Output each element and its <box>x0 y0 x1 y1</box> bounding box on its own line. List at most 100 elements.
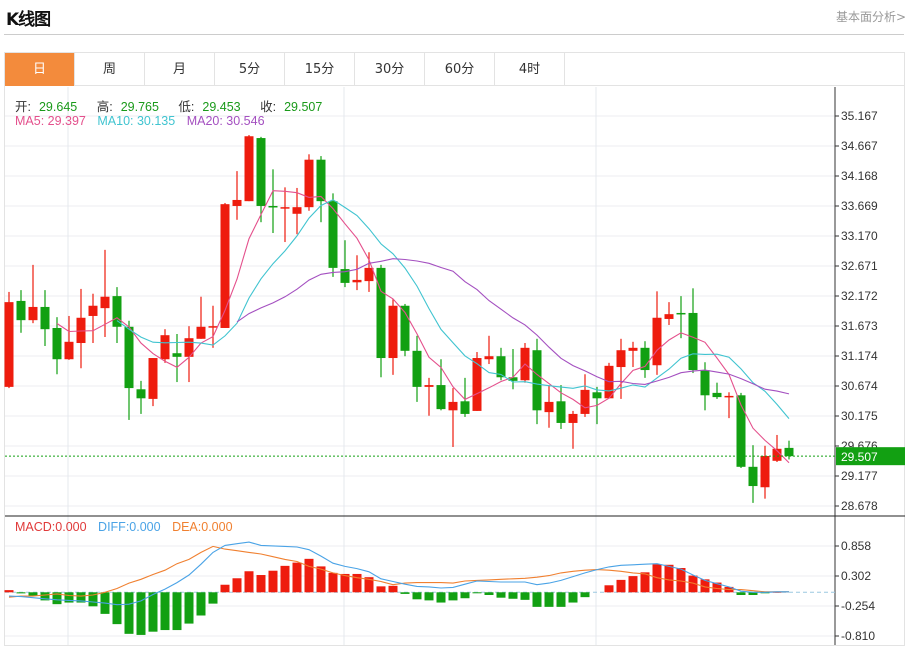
macd-tick-label: 0.302 <box>841 569 871 583</box>
candle-body <box>256 138 266 206</box>
candle-body <box>52 327 62 360</box>
candle-body <box>580 389 590 414</box>
macd-bar <box>184 592 194 624</box>
candle-body <box>76 317 86 344</box>
page-title: K线图 <box>6 10 51 30</box>
price-tick-label: 30.175 <box>841 409 878 423</box>
open-value: 29.645 <box>38 100 78 114</box>
price-tick-label: 34.168 <box>841 169 878 183</box>
macd-bar <box>400 592 410 594</box>
candle-body <box>148 358 158 399</box>
candle <box>184 326 194 383</box>
candle <box>460 377 470 417</box>
candle <box>664 302 674 325</box>
macd-bar <box>268 570 278 593</box>
ma-legend: MA5: 29.397 MA10: 30.135 MA20: 30.546 <box>15 114 273 128</box>
macd-bar <box>700 579 710 593</box>
candle-body <box>568 413 578 423</box>
tab-60min[interactable]: 60分 <box>425 53 495 86</box>
candle-body <box>136 389 146 399</box>
candle-body <box>160 335 170 360</box>
candle-body <box>772 448 782 461</box>
candle <box>520 343 530 383</box>
macd-bar <box>484 592 494 595</box>
candle <box>484 335 494 365</box>
macd-bar <box>112 592 122 625</box>
candle <box>16 290 26 333</box>
candle <box>544 385 554 428</box>
candle-body <box>196 326 206 339</box>
macd-bar <box>172 592 182 631</box>
candle-body <box>448 401 458 411</box>
candle <box>700 362 710 411</box>
low-value: 29.453 <box>202 100 241 114</box>
candle <box>340 240 350 288</box>
macd-bar <box>40 592 50 601</box>
macd-bar <box>604 585 614 593</box>
candle <box>580 374 590 417</box>
tab-month[interactable]: 月 <box>145 53 215 86</box>
candle-body <box>784 447 794 457</box>
candle <box>628 341 638 368</box>
candle-body <box>328 201 338 268</box>
macd-bar <box>52 592 62 605</box>
candle-body <box>736 395 746 467</box>
candle <box>292 187 302 235</box>
candle-body <box>748 466 758 487</box>
candle <box>748 445 758 503</box>
candle-body <box>280 207 290 209</box>
candle-body <box>376 267 386 359</box>
macd-tick-label: 0.858 <box>841 539 871 553</box>
macd-bar <box>616 579 626 593</box>
macd-bar <box>196 592 206 616</box>
candle-body <box>400 305 410 351</box>
candle-body <box>640 347 650 371</box>
candle <box>532 338 542 425</box>
macd-bar <box>244 571 254 593</box>
macd-bar <box>472 592 482 594</box>
candle <box>508 349 518 390</box>
candle-body <box>112 296 122 327</box>
macd-bar <box>364 577 374 593</box>
tab-4hour[interactable]: 4时 <box>495 53 565 86</box>
ma5-line <box>56 190 790 464</box>
price-tick-label: 34.667 <box>841 139 878 153</box>
candle-body <box>484 356 494 360</box>
candle <box>196 296 206 339</box>
tab-day[interactable]: 日 <box>5 53 75 86</box>
candle-body <box>124 326 134 389</box>
tab-30min[interactable]: 30分 <box>355 53 425 86</box>
macd-bar <box>328 572 338 593</box>
divider <box>4 34 904 35</box>
ma10-legend: MA10: 30.135 <box>97 114 176 128</box>
candle-body <box>556 401 566 423</box>
tab-15min[interactable]: 15分 <box>285 53 355 86</box>
candle <box>328 193 338 277</box>
candle <box>388 299 398 375</box>
macd-bar <box>544 592 554 607</box>
dea-legend-value: DEA:0.000 <box>172 520 233 534</box>
tab-5min[interactable]: 5分 <box>215 53 285 86</box>
candle <box>220 202 230 328</box>
candle-body <box>268 205 278 208</box>
candle-body <box>28 306 38 321</box>
macd-bar <box>496 592 506 598</box>
tab-week[interactable]: 周 <box>75 53 145 86</box>
macd-bar <box>28 592 38 596</box>
candle <box>52 317 62 375</box>
macd-bar <box>64 592 74 603</box>
macd-bar <box>688 575 698 593</box>
candle-body <box>64 341 74 360</box>
candle <box>172 333 182 383</box>
macd-bar <box>340 573 350 593</box>
candle-body <box>592 392 602 399</box>
macd-bar <box>16 592 26 594</box>
macd-bar <box>580 592 590 598</box>
candle <box>424 377 434 416</box>
ohlc-legend: 开: 29.645 高: 29.765 低: 29.453 收: 29.507 <box>15 96 338 115</box>
macd-bar <box>712 582 722 593</box>
fundamental-analysis-link[interactable]: 基本面分析> <box>835 10 906 24</box>
price-tick-label: 32.671 <box>841 259 878 273</box>
candle <box>676 296 686 339</box>
